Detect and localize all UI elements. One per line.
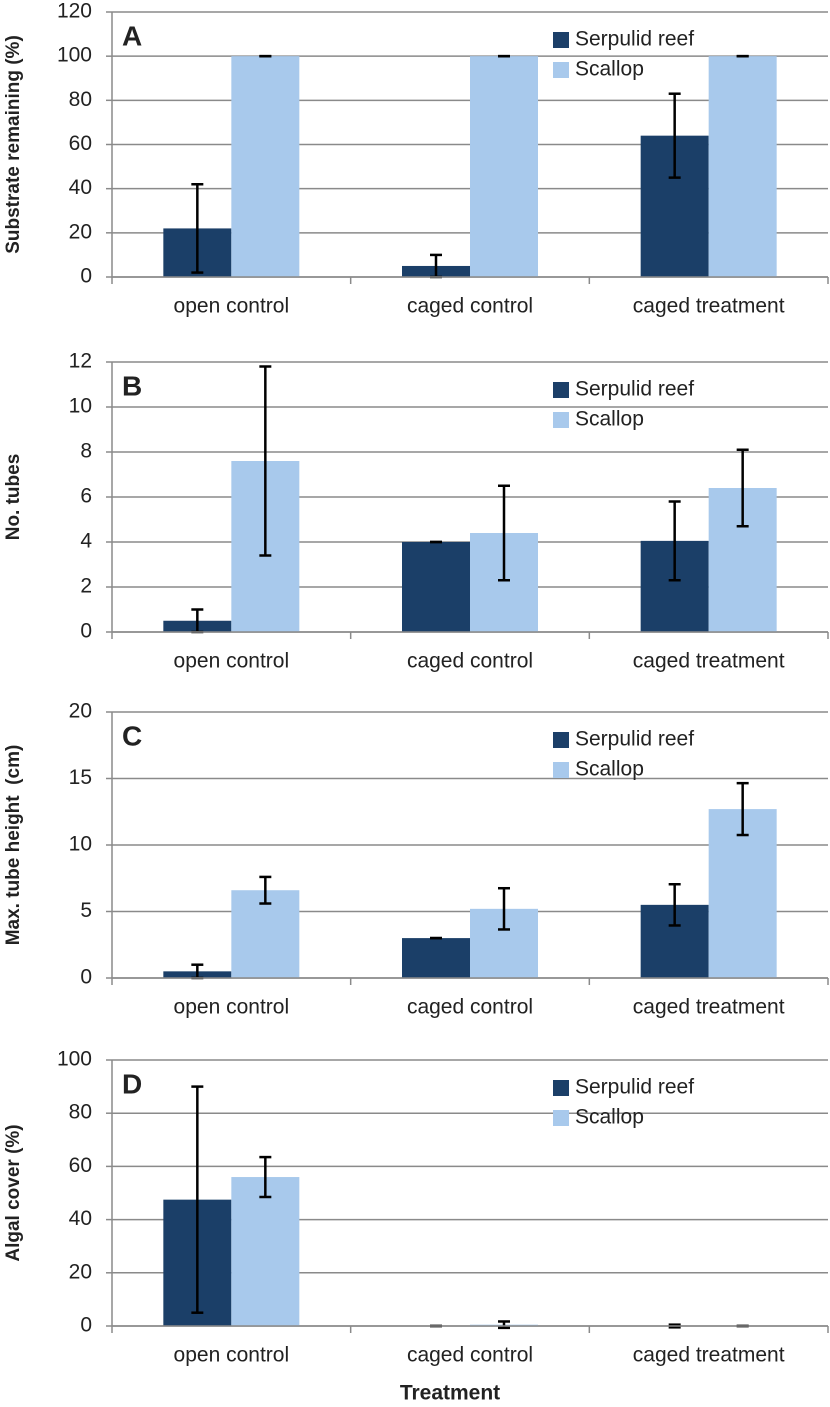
y-tick-label: 10 xyxy=(69,395,92,418)
x-tick-label: caged control xyxy=(407,996,533,1019)
x-tick-label: caged control xyxy=(407,650,533,673)
y-tick-label: 60 xyxy=(69,1154,92,1177)
y-axis-label: No. tubes xyxy=(3,454,24,541)
panel-label: C xyxy=(122,720,142,751)
bar xyxy=(231,56,300,277)
y-tick-label: 20 xyxy=(69,220,92,243)
bar xyxy=(708,56,777,277)
y-tick-label: 100 xyxy=(57,44,92,67)
y-tick-label: 20 xyxy=(69,1260,92,1283)
legend-label: Serpulid reef xyxy=(575,728,694,751)
y-tick-label: 10 xyxy=(69,833,92,856)
legend-swatch xyxy=(553,732,569,748)
y-tick-label: 8 xyxy=(80,440,92,463)
panel-label: D xyxy=(122,1068,142,1099)
legend-swatch xyxy=(553,382,569,398)
y-tick-label: 60 xyxy=(69,132,92,155)
y-tick-label: 0 xyxy=(80,620,92,643)
x-tick-label: caged treatment xyxy=(633,996,785,1019)
legend-label: Serpulid reef xyxy=(575,28,694,51)
legend-label: Scallop xyxy=(575,58,644,81)
x-tick-label: caged treatment xyxy=(633,1344,785,1367)
x-axis-label: Treatment xyxy=(400,1382,500,1405)
legend-swatch xyxy=(553,762,569,778)
legend-label: Scallop xyxy=(575,1106,644,1129)
legend-swatch xyxy=(553,62,569,78)
x-tick-label: open control xyxy=(174,1344,290,1367)
bar xyxy=(402,938,470,978)
bar xyxy=(470,56,538,277)
y-tick-label: 120 xyxy=(57,0,92,23)
x-tick-label: open control xyxy=(174,650,290,673)
legend-swatch xyxy=(553,412,569,428)
y-axis-label: Substrate remaining (%) xyxy=(3,35,24,254)
panel-label: A xyxy=(122,20,142,51)
x-tick-label: caged control xyxy=(407,295,533,318)
y-tick-label: 6 xyxy=(80,485,92,508)
x-tick-label: open control xyxy=(174,996,290,1019)
y-tick-label: 4 xyxy=(80,530,92,553)
y-tick-label: 12 xyxy=(69,350,92,373)
legend-label: Serpulid reef xyxy=(575,378,694,401)
y-tick-label: 80 xyxy=(69,88,92,111)
y-tick-label: 5 xyxy=(80,899,92,922)
bar xyxy=(708,809,777,978)
y-tick-label: 100 xyxy=(57,1048,92,1071)
legend-swatch xyxy=(553,32,569,48)
y-tick-label: 0 xyxy=(80,1314,92,1337)
y-tick-label: 2 xyxy=(80,575,92,598)
y-axis-label: Max. tube height (cm) xyxy=(3,745,24,946)
legend-label: Scallop xyxy=(575,408,644,431)
y-tick-label: 0 xyxy=(80,265,92,288)
y-tick-label: 15 xyxy=(69,766,92,789)
bar xyxy=(231,890,300,978)
x-tick-label: open control xyxy=(174,295,290,318)
y-tick-label: 20 xyxy=(69,700,92,723)
legend-swatch xyxy=(553,1080,569,1096)
panel-label: B xyxy=(122,370,142,401)
x-tick-label: caged control xyxy=(407,1344,533,1367)
legend-label: Serpulid reef xyxy=(575,1076,694,1099)
y-tick-label: 0 xyxy=(80,966,92,989)
bar xyxy=(402,542,470,632)
y-tick-label: 40 xyxy=(69,176,92,199)
y-tick-label: 80 xyxy=(69,1101,92,1124)
y-tick-label: 40 xyxy=(69,1207,92,1230)
x-tick-label: caged treatment xyxy=(633,295,785,318)
y-axis-label: Algal cover (%) xyxy=(3,1124,24,1261)
legend-label: Scallop xyxy=(575,758,644,781)
x-tick-label: caged treatment xyxy=(633,650,785,673)
bar xyxy=(231,1177,300,1326)
legend-swatch xyxy=(553,1110,569,1126)
